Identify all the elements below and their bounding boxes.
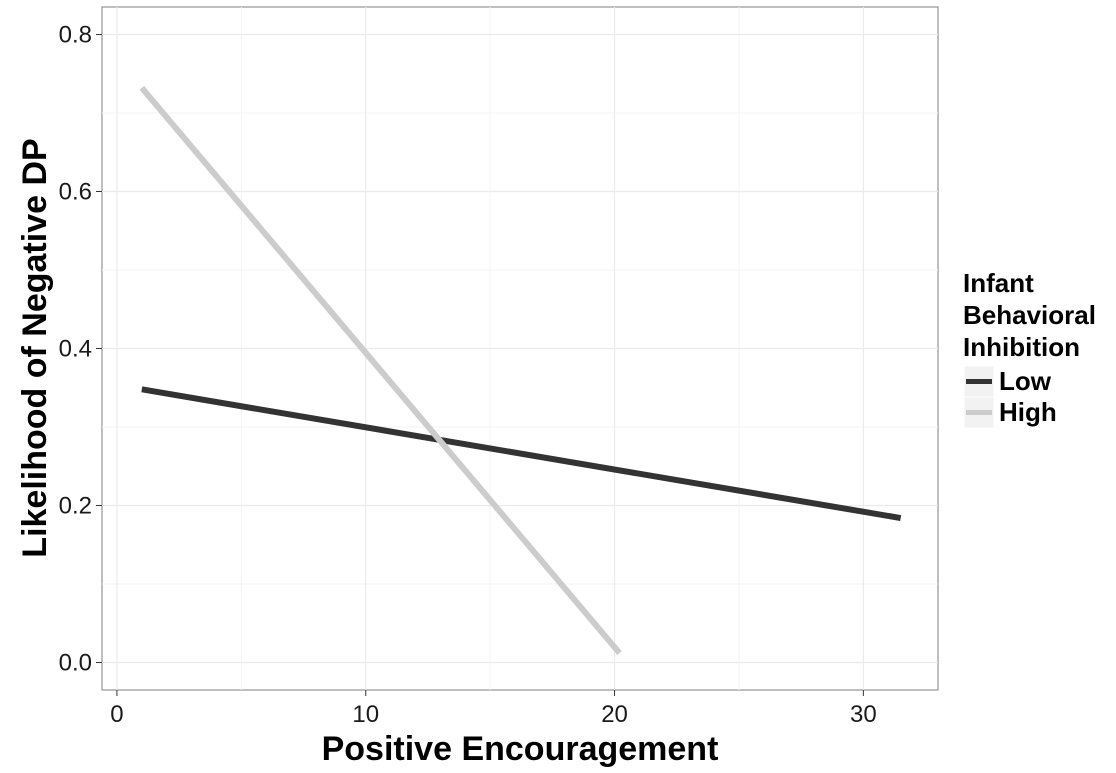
x-tick-label: 10 [352, 701, 379, 728]
legend: Infant Behavioral Inhibition Low High [963, 268, 1096, 429]
x-tick-label: 30 [850, 701, 877, 728]
y-tick-label: 0.8 [59, 21, 92, 48]
series-lines [139, 85, 902, 656]
series-line-high [139, 85, 622, 656]
legend-label-low: Low [999, 366, 1052, 396]
y-tick-label: 0.6 [59, 178, 92, 205]
y-tick-label: 0.0 [59, 650, 92, 677]
x-axis-ticks: 0 10 20 30 [110, 690, 877, 728]
y-tick-label: 0.2 [59, 493, 92, 520]
legend-title-line-3: Inhibition [963, 332, 1080, 362]
y-tick-label: 0.4 [59, 336, 92, 363]
grid-minor [102, 7, 938, 690]
legend-label-high: High [999, 397, 1057, 427]
x-axis-title: Positive Encouragement [322, 730, 719, 768]
y-axis-title: Likelihood of Negative DP [16, 138, 54, 557]
legend-title-line-1: Infant [963, 268, 1034, 298]
x-tick-label: 0 [110, 701, 123, 728]
x-tick-label: 20 [601, 701, 628, 728]
series-line-low [141, 386, 902, 522]
y-axis-ticks: 0.0 0.2 0.4 0.6 0.8 [59, 21, 102, 677]
legend-title-line-2: Behavioral [963, 300, 1096, 330]
